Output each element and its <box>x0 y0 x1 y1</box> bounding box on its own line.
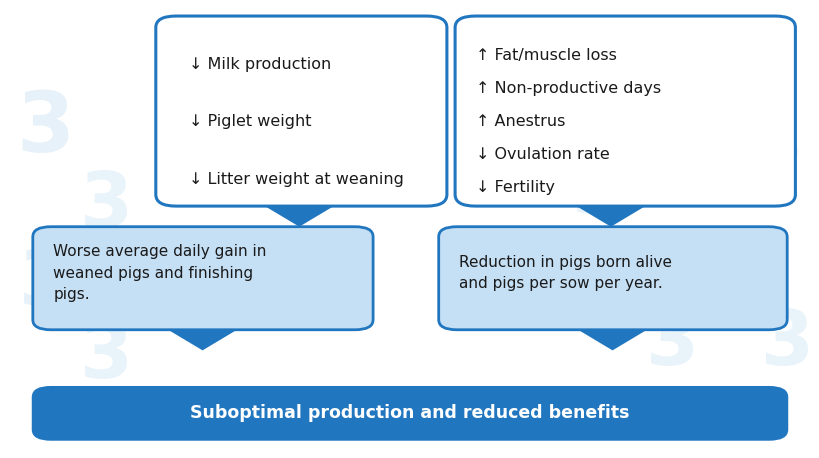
FancyBboxPatch shape <box>156 16 446 206</box>
Polygon shape <box>265 206 333 227</box>
Text: 3: 3 <box>645 306 698 381</box>
Text: 3: 3 <box>16 88 74 169</box>
Text: 3: 3 <box>754 113 802 180</box>
FancyBboxPatch shape <box>438 227 786 330</box>
Text: ↓ Litter weight at weaning: ↓ Litter weight at weaning <box>188 172 403 187</box>
Text: 3: 3 <box>572 155 624 229</box>
Text: Reduction in pigs born alive
and pigs per sow per year.: Reduction in pigs born alive and pigs pe… <box>459 255 672 291</box>
Polygon shape <box>168 330 237 350</box>
Text: 3: 3 <box>509 232 556 299</box>
Text: ↓ Fertility: ↓ Fertility <box>475 180 554 195</box>
Polygon shape <box>577 330 646 350</box>
Text: 3: 3 <box>686 229 739 303</box>
Text: 3: 3 <box>80 169 133 243</box>
Text: Suboptimal production and reduced benefits: Suboptimal production and reduced benefi… <box>190 404 629 422</box>
FancyBboxPatch shape <box>455 16 794 206</box>
Text: 3: 3 <box>214 113 261 180</box>
Text: 3: 3 <box>19 247 71 321</box>
Text: 3: 3 <box>760 306 812 381</box>
Text: ↓ Ovulation rate: ↓ Ovulation rate <box>475 147 609 162</box>
Polygon shape <box>576 206 645 227</box>
FancyBboxPatch shape <box>33 227 373 330</box>
Text: ↓ Milk production: ↓ Milk production <box>188 57 330 72</box>
Text: 3: 3 <box>463 88 520 169</box>
Text: ↑ Non-productive days: ↑ Non-productive days <box>475 81 660 96</box>
FancyBboxPatch shape <box>33 387 786 440</box>
Text: 3: 3 <box>80 320 133 394</box>
Text: ↓ Piglet weight: ↓ Piglet weight <box>188 114 310 130</box>
Text: Worse average daily gain in
weaned pigs and finishing
pigs.: Worse average daily gain in weaned pigs … <box>53 244 266 302</box>
Text: ↑ Anestrus: ↑ Anestrus <box>475 114 564 129</box>
Text: ↑ Fat/muscle loss: ↑ Fat/muscle loss <box>475 48 616 63</box>
